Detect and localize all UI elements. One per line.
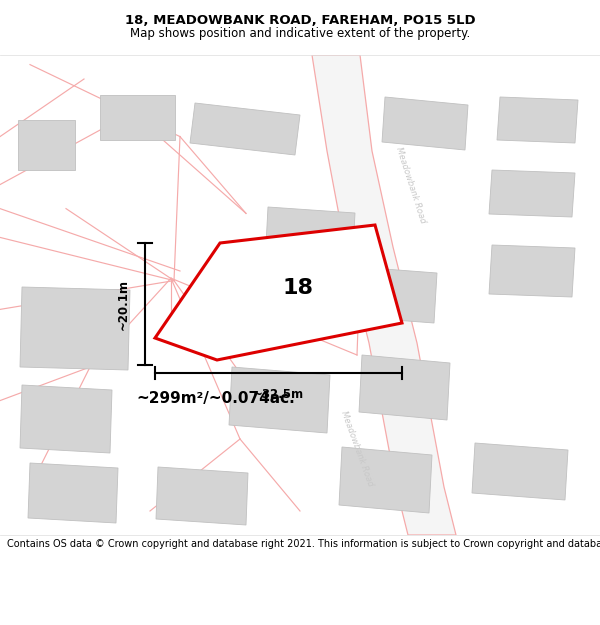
- Polygon shape: [18, 120, 75, 170]
- Polygon shape: [359, 355, 450, 420]
- Polygon shape: [229, 367, 330, 433]
- Text: Contains OS data © Crown copyright and database right 2021. This information is : Contains OS data © Crown copyright and d…: [7, 539, 600, 549]
- Text: Meadowbank Road: Meadowbank Road: [394, 146, 428, 224]
- Polygon shape: [20, 287, 130, 370]
- Polygon shape: [489, 170, 575, 217]
- Text: Meadowbank Road: Meadowbank Road: [339, 409, 375, 488]
- Polygon shape: [155, 225, 402, 360]
- Polygon shape: [382, 97, 468, 150]
- Polygon shape: [100, 95, 175, 140]
- Polygon shape: [156, 467, 248, 525]
- Polygon shape: [20, 385, 112, 453]
- Polygon shape: [190, 103, 300, 155]
- Polygon shape: [497, 97, 578, 143]
- Text: ~20.1m: ~20.1m: [117, 279, 130, 329]
- Polygon shape: [489, 245, 575, 297]
- Text: ~299m²/~0.074ac.: ~299m²/~0.074ac.: [137, 391, 295, 406]
- Polygon shape: [472, 443, 568, 500]
- Text: 18, MEADOWBANK ROAD, FAREHAM, PO15 5LD: 18, MEADOWBANK ROAD, FAREHAM, PO15 5LD: [125, 14, 475, 27]
- Text: 18: 18: [283, 278, 313, 298]
- Polygon shape: [339, 447, 432, 513]
- Polygon shape: [355, 267, 437, 323]
- Text: Map shows position and indicative extent of the property.: Map shows position and indicative extent…: [130, 28, 470, 41]
- Polygon shape: [265, 207, 355, 270]
- Polygon shape: [28, 463, 118, 523]
- Text: ~32.5m: ~32.5m: [253, 388, 304, 401]
- Polygon shape: [312, 55, 456, 535]
